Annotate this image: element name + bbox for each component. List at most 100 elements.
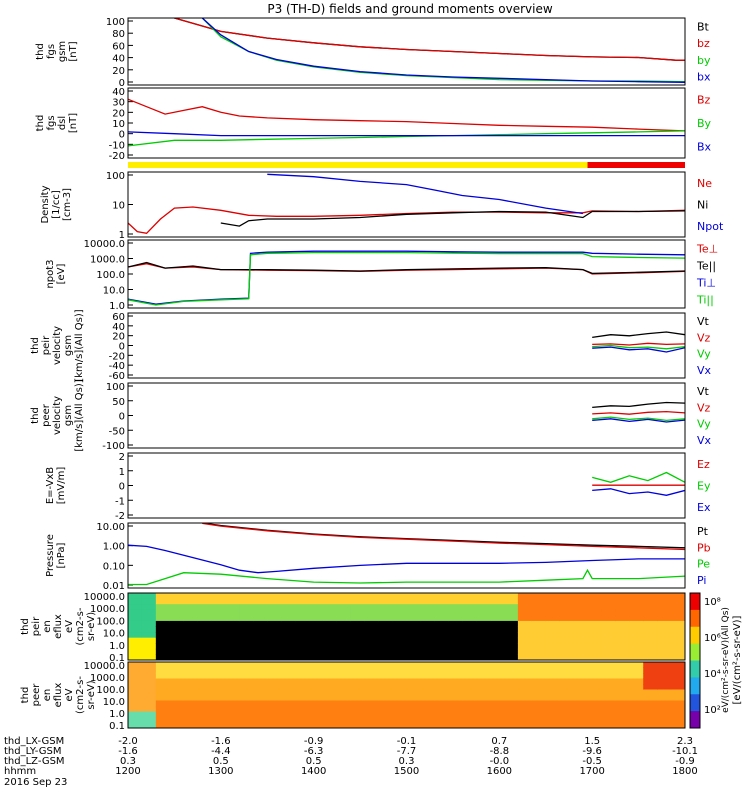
spectrogram-cell — [671, 662, 686, 668]
mode-bar — [128, 162, 685, 168]
spectrogram-cell — [462, 598, 477, 605]
colorbar-band — [690, 593, 700, 611]
spectrogram-cell — [490, 604, 505, 611]
colorbar-frame — [689, 592, 701, 729]
spectrogram-cell — [420, 667, 435, 674]
spectrogram-cell — [587, 620, 602, 627]
spectrogram-cell — [281, 689, 296, 696]
spectrogram-cell — [350, 654, 366, 661]
spectrogram-cell — [225, 689, 240, 696]
spectrogram-cell — [671, 706, 686, 712]
y-tick-label: 20 — [112, 332, 125, 343]
spectrogram-cell — [225, 637, 240, 644]
spectrogram-cell — [601, 673, 616, 679]
spectrogram-cell — [476, 598, 491, 605]
spectrogram-cell — [336, 648, 352, 655]
spectrogram-cell — [517, 689, 533, 696]
spectrogram-cell — [253, 722, 268, 729]
spectrogram-cell — [587, 673, 602, 679]
spectrogram-cell — [336, 667, 352, 674]
spectrogram-cell — [490, 689, 505, 696]
spectrogram-cell — [671, 598, 686, 605]
spectrogram-cell — [517, 593, 533, 600]
spectrogram-cell — [281, 684, 296, 690]
spectrogram-cell — [406, 689, 421, 696]
series-Ti⊥ — [128, 250, 685, 305]
spectrogram-cell — [601, 620, 616, 627]
series-Pt — [202, 523, 685, 549]
spectrogram-cell — [587, 711, 602, 718]
spectrogram-cell — [643, 673, 658, 679]
spectrogram-cell — [295, 604, 310, 611]
spectrogram-cell — [476, 620, 491, 627]
spectrogram-cell — [573, 684, 589, 690]
spectrogram-cell — [128, 706, 143, 712]
spectrogram-cell — [169, 604, 185, 611]
spectrogram-cell — [629, 667, 644, 674]
spectrogram-cell — [420, 711, 435, 718]
ylabel-line: [nT] — [68, 113, 79, 133]
spectrogram-cell — [476, 689, 491, 696]
spectrogram-cell — [211, 648, 226, 655]
spectrogram-cell — [336, 632, 352, 639]
ylabel-line: peer — [41, 403, 52, 427]
x-row-label: thd_LZ-GSM — [4, 756, 65, 767]
spectrogram-cell — [155, 706, 171, 712]
spectrogram-cell — [364, 678, 380, 685]
spectrogram-cell — [434, 689, 449, 696]
spectrogram-cell — [615, 722, 630, 729]
spectrogram-cell — [490, 678, 505, 685]
legend-Vt: Vt — [697, 385, 710, 398]
y-tick-label: 60 — [112, 312, 125, 323]
spectrogram-cell — [392, 717, 407, 723]
x-row-label: thd_LX-GSM — [4, 736, 64, 747]
spectrogram-cell — [309, 654, 324, 661]
spectrogram-cell — [448, 626, 463, 633]
spectrogram-cell — [406, 593, 421, 600]
spectrogram-cell — [448, 632, 463, 639]
spectrogram-cell — [197, 609, 213, 616]
spectrogram-cell — [392, 615, 407, 622]
figure-title: P3 (TH-D) fields and ground moments over… — [267, 2, 552, 16]
panel-fgs_gsm-ylabel: thd fgs gsm [nT] — [35, 41, 79, 62]
y-tick-label: 10000.0 — [84, 592, 125, 603]
spectrogram-cell — [671, 626, 686, 633]
spectrogram-cell — [420, 678, 435, 685]
spectrogram-cell — [476, 711, 491, 718]
spectrogram-cell — [517, 643, 533, 650]
spectrogram-cell — [615, 632, 630, 639]
spectrogram-cell — [629, 700, 644, 707]
spectrogram-cell — [392, 648, 407, 655]
y-tick-label: 100.0 — [96, 616, 125, 627]
spectrogram-cell — [239, 678, 254, 685]
spectrogram-cell — [406, 632, 421, 639]
spectrogram-cell — [267, 695, 282, 701]
panel-temperature-legend: Te⊥ Te|| Ti⊥ Ti|| — [696, 243, 718, 307]
spectrogram-cell — [490, 700, 505, 707]
spectrogram-cell — [490, 620, 505, 627]
spectrogram-cell — [573, 643, 589, 650]
spectrogram-cell — [448, 593, 463, 600]
spectrogram-cell — [531, 598, 547, 605]
x-row-value: 1800 — [672, 766, 697, 777]
y-tick-label: 100.0 — [96, 685, 125, 696]
spectrogram-cell — [503, 598, 519, 605]
spectrogram-cell — [490, 609, 505, 616]
spectrogram-cell — [253, 643, 268, 650]
x-row-value: -2.0 — [118, 736, 138, 747]
spectrogram-cell — [406, 637, 421, 644]
colorbar-band — [690, 643, 700, 661]
spectrogram-cell — [350, 615, 366, 622]
spectrogram-cell — [434, 678, 449, 685]
spectrogram-cell — [517, 648, 533, 655]
spectrogram-cells — [128, 593, 686, 661]
spectrogram-cell — [503, 673, 519, 679]
ylabel-line: peir — [31, 616, 42, 636]
spectrogram-cell — [615, 626, 630, 633]
spectrogram-cell — [336, 643, 352, 650]
ylabel-line: [nPa] — [56, 542, 67, 568]
spectrogram-cell — [183, 643, 199, 650]
spectrogram-cell — [671, 722, 686, 729]
series-Ne — [128, 206, 685, 235]
spectrogram-cell — [336, 673, 352, 679]
